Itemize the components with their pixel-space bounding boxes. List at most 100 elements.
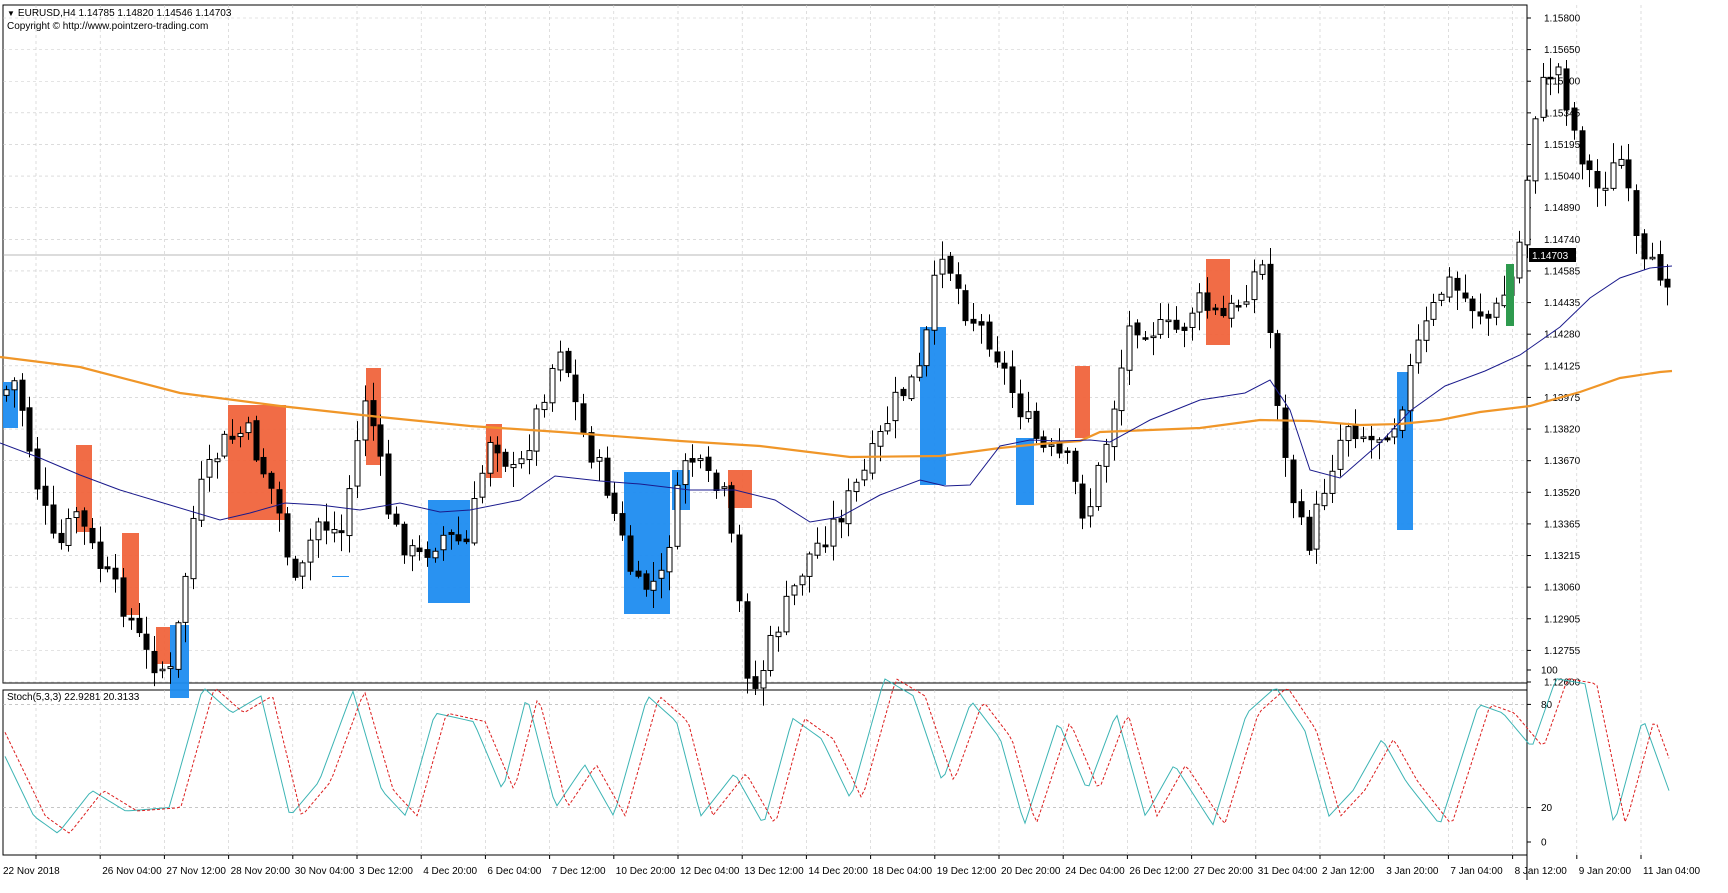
candle-body-bearish: [970, 318, 977, 324]
candle: [89, 517, 96, 549]
candle-body-bearish: [1352, 425, 1359, 440]
candle-body-bullish: [190, 517, 197, 580]
candle: [565, 347, 572, 378]
candle-body-bullish: [1087, 506, 1094, 517]
candle-body-bullish: [1329, 470, 1336, 494]
candle-body-bearish: [338, 530, 345, 534]
candle: [986, 314, 993, 357]
candle: [346, 475, 353, 553]
candle: [1220, 295, 1227, 318]
candle: [1594, 159, 1601, 207]
candle: [34, 436, 41, 500]
candle: [697, 454, 704, 469]
candle-body-bearish: [1298, 501, 1305, 518]
candle-body-bullish: [354, 440, 361, 487]
candle: [1001, 351, 1008, 385]
candle-body-bearish: [128, 617, 135, 621]
candle-body-bullish: [650, 580, 657, 591]
candle: [713, 469, 720, 499]
candle: [362, 385, 369, 457]
candle-body-bearish: [1485, 313, 1492, 319]
copyright-text: Copyright © http://www.pointzero-trading…: [7, 21, 209, 32]
price-label: 1.15500: [1544, 77, 1581, 88]
candle: [1555, 63, 1562, 94]
candle-body-bearish: [385, 453, 392, 515]
stoch-main-line: [4, 678, 1670, 834]
candle-body-bearish: [619, 513, 626, 536]
price-label: 1.14435: [1544, 298, 1581, 309]
candle: [1376, 437, 1383, 460]
candle: [666, 535, 673, 591]
bullish-zone-box: [332, 576, 349, 577]
time-label: 7 Dec 12:00: [552, 866, 606, 877]
candle: [1664, 264, 1671, 306]
candle-body-bearish: [136, 617, 143, 634]
candle: [1618, 145, 1625, 169]
candle-body-bullish: [697, 458, 704, 462]
candle: [791, 583, 798, 606]
candle: [463, 530, 470, 545]
candle-body-bearish: [1594, 170, 1601, 189]
candle: [3, 385, 10, 402]
candle: [1329, 454, 1336, 503]
candle-body-bearish: [1220, 307, 1227, 317]
candle: [167, 652, 174, 684]
candle: [728, 481, 735, 543]
candle-body-bullish: [1423, 320, 1430, 341]
candle-body-bullish: [760, 670, 767, 689]
candle: [1313, 490, 1320, 564]
candle-body-bullish: [557, 351, 564, 371]
fast-moving-average-line: [0, 265, 1673, 523]
time-label: 13 Dec 12:00: [744, 866, 804, 877]
candle: [276, 481, 283, 532]
candle-body-bullish: [869, 443, 876, 474]
candle: [1072, 447, 1079, 495]
candle-body-bearish: [705, 456, 712, 471]
candle-body-bullish: [1446, 276, 1453, 298]
candle: [479, 465, 486, 504]
candle-body-bearish: [1368, 435, 1375, 441]
candle: [682, 453, 689, 504]
candle: [721, 482, 728, 497]
candle-body-bullish: [11, 380, 18, 391]
candle: [175, 620, 182, 678]
candle-body-bearish: [26, 407, 33, 452]
candle-body-bullish: [541, 401, 548, 411]
candle-body-bearish: [1274, 333, 1281, 406]
candle: [455, 516, 462, 545]
stoch-pane-border: [2, 689, 1528, 856]
candle-body-bearish: [1267, 263, 1274, 333]
candle-body-bullish: [674, 484, 681, 547]
candle: [760, 660, 767, 706]
candle-body-bearish: [744, 601, 751, 679]
candle-body-bullish: [1095, 464, 1102, 508]
candle-body-bearish: [1064, 450, 1071, 454]
candle-body-bearish: [1579, 130, 1586, 165]
candle-body-bullish: [1259, 264, 1266, 275]
time-label: 4 Dec 20:00: [423, 866, 477, 877]
candle: [198, 461, 205, 527]
candle: [838, 509, 845, 539]
candle: [1516, 230, 1523, 284]
candle: [814, 527, 821, 559]
candle-body-bearish: [58, 532, 65, 544]
time-label: 22 Nov 2018: [3, 866, 60, 877]
price-label: 1.15195: [1544, 140, 1581, 151]
candle: [916, 352, 923, 382]
candle-body-bearish: [1477, 311, 1484, 317]
candle: [159, 661, 166, 679]
candle: [50, 485, 57, 539]
collapse-triangle-icon[interactable]: ▼: [7, 9, 15, 18]
candle: [1173, 306, 1180, 333]
candle: [1103, 438, 1110, 483]
candle-body-bullish: [1243, 301, 1250, 305]
candle-body-bearish: [1072, 450, 1079, 482]
time-label: 26 Nov 04:00: [102, 866, 162, 877]
candle: [1454, 271, 1461, 310]
candle: [229, 419, 236, 444]
candle-body-bearish: [292, 558, 299, 578]
candle-body-bullish: [471, 498, 478, 544]
candle: [970, 303, 977, 332]
